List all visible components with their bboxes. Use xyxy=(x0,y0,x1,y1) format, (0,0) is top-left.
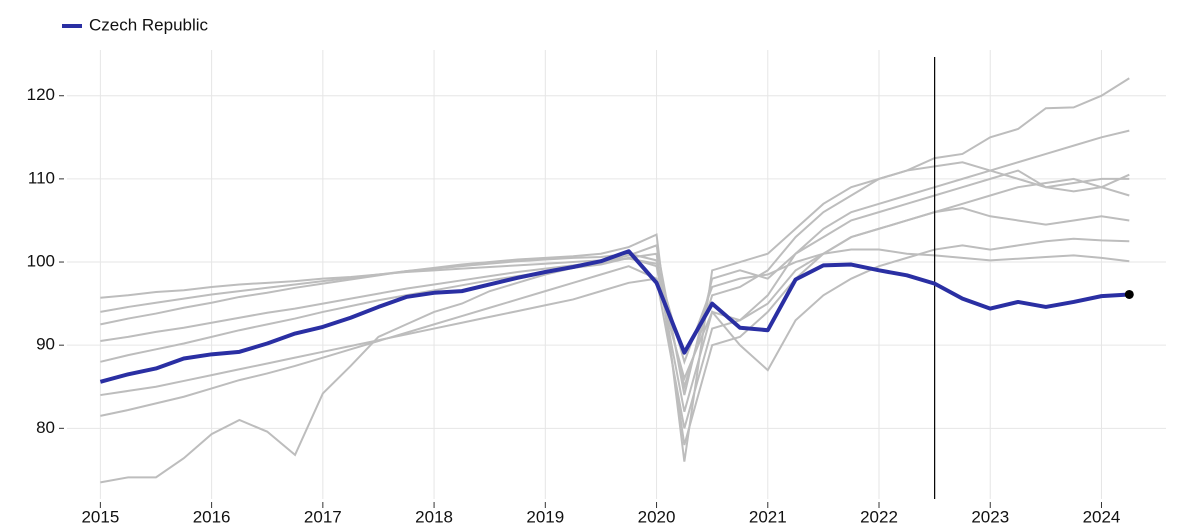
x-tick-label: 2018 xyxy=(415,507,453,526)
end-marker xyxy=(1124,289,1134,299)
x-tick-label: 2017 xyxy=(304,507,342,526)
background-line xyxy=(100,169,1130,396)
y-tick-label: 120 xyxy=(27,85,55,104)
legend-label: Czech Republic xyxy=(89,15,209,34)
y-tick-label: 100 xyxy=(27,252,55,271)
series-line xyxy=(99,249,1130,384)
background-line xyxy=(100,206,1130,446)
y-tick-label: 110 xyxy=(28,168,55,187)
x-tick-label: 2019 xyxy=(526,507,564,526)
background-line xyxy=(100,161,1130,462)
background-line xyxy=(100,129,1130,429)
background-line xyxy=(100,77,1130,391)
x-tick-label: 2024 xyxy=(1083,507,1121,526)
x-tick-label: 2020 xyxy=(638,507,676,526)
x-tick-label: 2023 xyxy=(971,507,1009,526)
background-line xyxy=(100,173,1130,484)
x-tick-label: 2021 xyxy=(749,507,787,526)
x-tick-label: 2022 xyxy=(860,507,898,526)
y-tick-label: 90 xyxy=(36,335,55,354)
y-tick-label: 80 xyxy=(36,418,55,437)
x-tick-label: 2015 xyxy=(81,507,119,526)
x-tick-label: 2016 xyxy=(193,507,231,526)
background-line xyxy=(100,237,1130,397)
